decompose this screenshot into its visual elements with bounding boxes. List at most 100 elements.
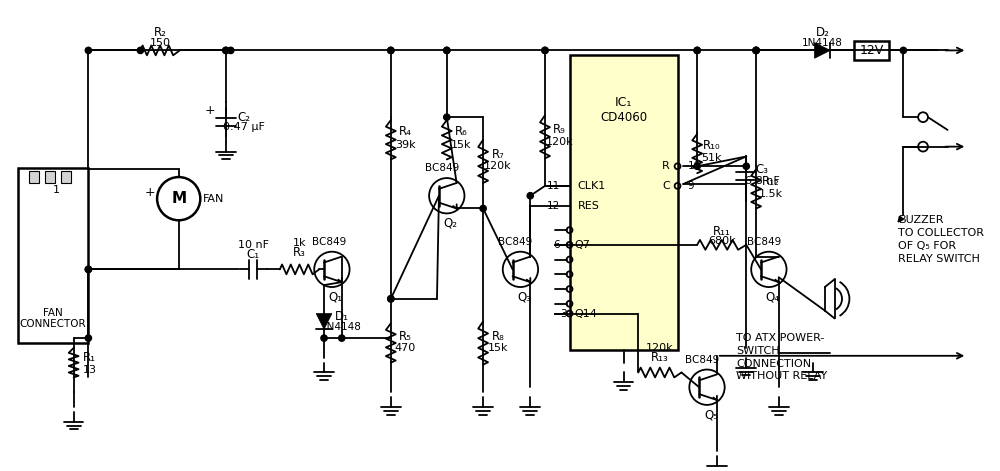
Text: 3: 3 [560, 309, 566, 318]
Circle shape [753, 47, 759, 54]
Circle shape [480, 205, 486, 211]
Bar [61, 171, 71, 183]
Circle shape [900, 47, 907, 54]
Circle shape [388, 296, 394, 302]
Text: 51k: 51k [702, 154, 722, 163]
Text: R₈: R₈ [491, 330, 504, 342]
Bar [18, 168, 88, 343]
Text: R₇: R₇ [491, 148, 504, 161]
Text: R₂: R₂ [154, 26, 166, 39]
Text: D₂: D₂ [815, 26, 829, 39]
Text: Q₅: Q₅ [704, 408, 718, 421]
Text: R₉: R₉ [553, 123, 566, 137]
Circle shape [388, 47, 394, 54]
Text: 13: 13 [82, 365, 96, 374]
Text: FAN: FAN [203, 194, 225, 203]
Text: IC₁: IC₁ [615, 96, 632, 109]
Text: C: C [662, 181, 670, 191]
Text: CD4060: CD4060 [600, 111, 647, 124]
Text: 680k: 680k [708, 236, 736, 246]
Text: 39k: 39k [395, 140, 416, 150]
Circle shape [388, 296, 394, 302]
Circle shape [85, 266, 92, 273]
Circle shape [753, 47, 759, 54]
Circle shape [542, 47, 548, 54]
Text: WITHOUT RELAY: WITHOUT RELAY [736, 372, 828, 382]
Text: 1k: 1k [293, 238, 306, 248]
Text: 9: 9 [687, 181, 694, 191]
Polygon shape [815, 42, 830, 58]
Text: Q14: Q14 [574, 309, 597, 318]
Text: 12: 12 [546, 201, 560, 211]
Bar [570, 55, 678, 350]
Text: RES: RES [577, 201, 599, 211]
Bar [29, 171, 39, 183]
Text: Q7: Q7 [574, 240, 590, 250]
Circle shape [339, 335, 345, 341]
Text: BUZZER: BUZZER [898, 215, 944, 225]
Text: 6.8 nF: 6.8 nF [745, 176, 779, 186]
Text: R₅: R₅ [399, 330, 412, 342]
Text: Q₂: Q₂ [444, 217, 458, 230]
Circle shape [85, 47, 92, 54]
Circle shape [694, 47, 700, 54]
Text: RELAY SWITCH: RELAY SWITCH [898, 253, 980, 264]
Text: 15k: 15k [451, 140, 472, 150]
Text: R₁₃: R₁₃ [651, 351, 669, 364]
Text: R₆: R₆ [455, 125, 468, 138]
Circle shape [753, 47, 759, 54]
Circle shape [228, 47, 234, 54]
Text: CLK1: CLK1 [577, 181, 606, 191]
Circle shape [694, 163, 700, 170]
Text: BC849: BC849 [747, 237, 781, 247]
Text: D₁: D₁ [335, 310, 349, 323]
Text: CONNECTION: CONNECTION [736, 358, 812, 369]
Circle shape [321, 335, 327, 341]
Text: Q₃: Q₃ [517, 291, 531, 303]
Text: R₁₂: R₁₂ [762, 174, 780, 187]
Text: R₁₀: R₁₀ [703, 139, 721, 152]
Circle shape [223, 47, 229, 54]
Text: SWITCH: SWITCH [736, 346, 780, 356]
Text: R₃: R₃ [293, 246, 306, 259]
Text: TO ATX POWER-: TO ATX POWER- [736, 333, 825, 343]
Text: 1: 1 [53, 185, 60, 195]
Text: C₃: C₃ [755, 162, 768, 176]
Text: +: + [205, 104, 215, 117]
Text: 15k: 15k [488, 343, 508, 353]
Text: TO COLLECTOR: TO COLLECTOR [898, 228, 984, 238]
Text: 120k: 120k [546, 137, 574, 147]
Text: 1N4148: 1N4148 [802, 38, 843, 48]
Text: 10 nF: 10 nF [238, 240, 269, 250]
Circle shape [444, 47, 450, 54]
Text: R₄: R₄ [399, 125, 412, 138]
Text: 150: 150 [150, 38, 171, 48]
Text: BC849: BC849 [685, 355, 719, 365]
Circle shape [694, 47, 700, 54]
Text: BC849: BC849 [498, 237, 533, 247]
Text: BC849: BC849 [312, 237, 346, 247]
Text: M: M [171, 191, 186, 206]
Bar [854, 41, 889, 60]
Text: 1.5k: 1.5k [759, 189, 783, 199]
Circle shape [388, 47, 394, 54]
Polygon shape [316, 314, 332, 329]
Bar [45, 171, 55, 183]
Circle shape [444, 114, 450, 120]
Text: 6: 6 [553, 240, 560, 250]
Text: OF Q₅ FOR: OF Q₅ FOR [898, 241, 957, 251]
Text: C₁: C₁ [247, 248, 260, 261]
Circle shape [85, 266, 92, 273]
Text: R₁: R₁ [83, 351, 96, 364]
Text: 0.47 μF: 0.47 μF [223, 122, 264, 132]
Text: BC849: BC849 [425, 163, 459, 173]
Circle shape [542, 47, 548, 54]
Circle shape [527, 193, 533, 199]
Text: R₁₁: R₁₁ [713, 225, 731, 237]
Text: Q₄: Q₄ [766, 291, 780, 303]
Text: +: + [145, 187, 155, 199]
Text: 120k: 120k [484, 161, 512, 171]
Text: 1N4148: 1N4148 [321, 322, 362, 333]
Text: Q₁: Q₁ [329, 291, 343, 303]
Text: 120k: 120k [646, 343, 674, 353]
